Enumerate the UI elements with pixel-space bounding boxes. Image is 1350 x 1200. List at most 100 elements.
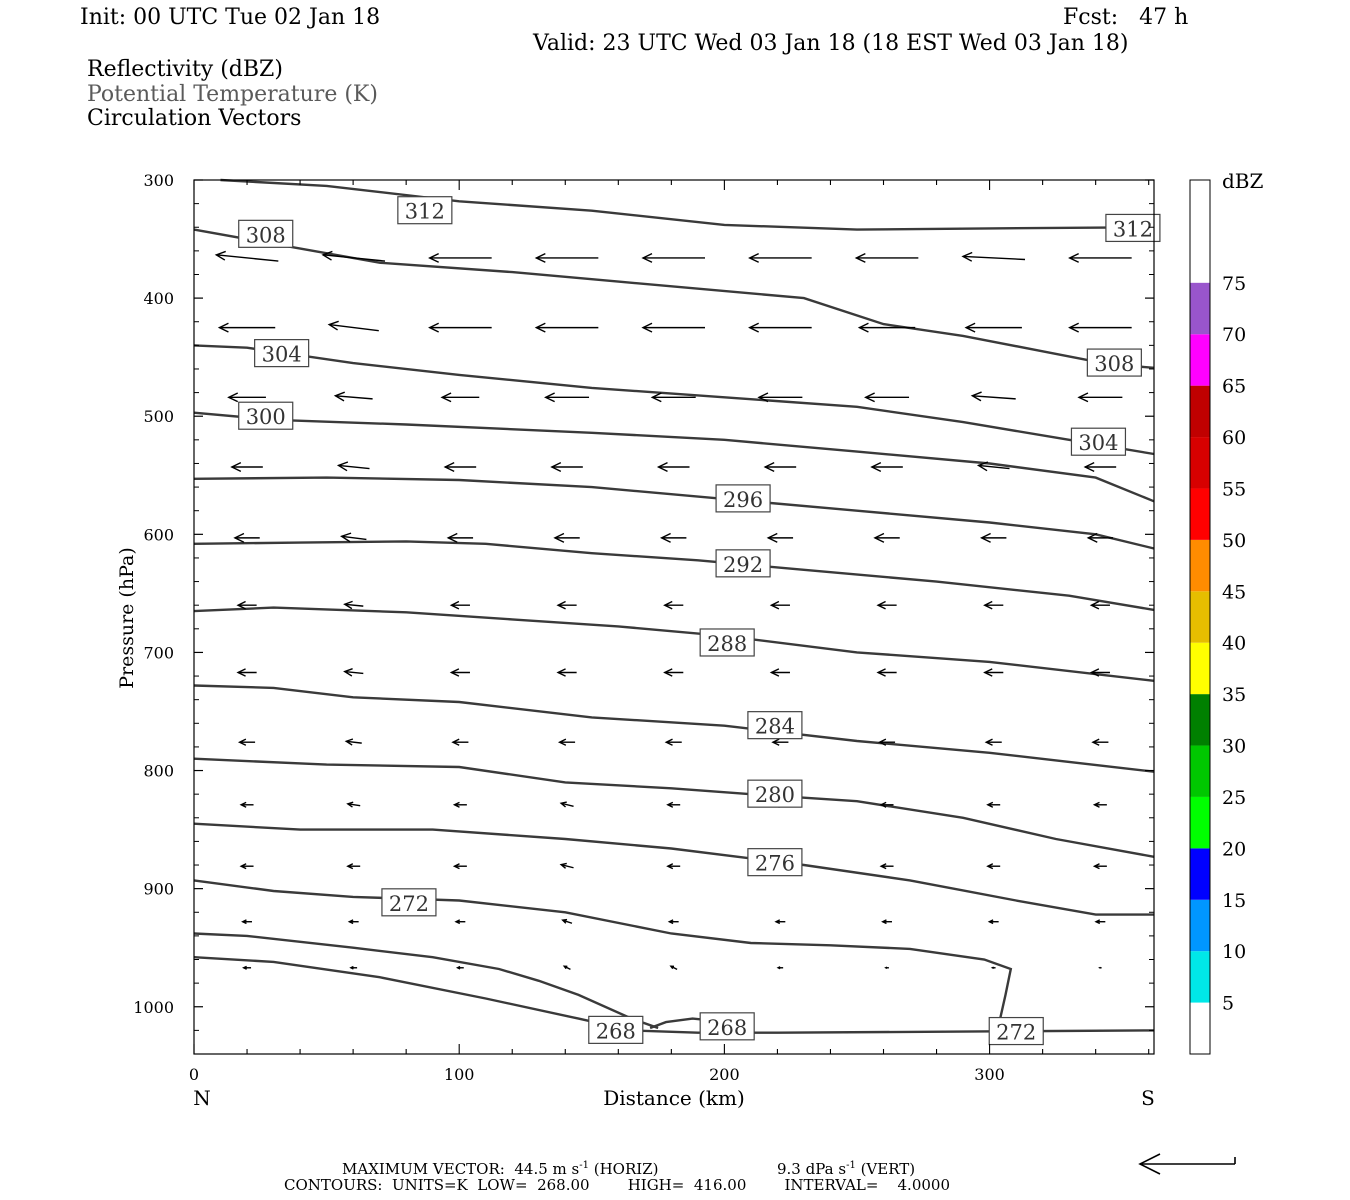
circulation-vector [561,918,573,924]
y-tick-label: 400 [143,289,174,308]
colorbar-tick-label: 60 [1222,427,1246,449]
circulation-vector [562,965,571,970]
theta-contours [193,178,1155,1034]
circulation-vector [663,600,684,610]
circulation-vector [321,250,386,262]
circulation-vector [774,919,786,925]
theta-contour-272 [193,879,1013,1031]
circulation-vector [230,462,263,472]
max-vector-vert-suffix: (VERT) [855,1160,916,1178]
circulation-vector [550,462,583,472]
contour-label: 296 [715,484,771,513]
circulation-vector [451,738,469,746]
y-tick-label: 900 [143,880,174,899]
circulation-vector [884,966,889,970]
init-time: Init: 00 UTC Tue 02 Jan 18 [80,5,381,30]
field-reflectivity-label: Reflectivity (dBZ) [87,57,283,82]
svg-text:296: 296 [723,488,763,512]
svg-text:304: 304 [262,343,302,367]
circulation-vector [1077,392,1123,403]
circulation-vector [961,251,1026,262]
colorbar-swatch [1190,385,1210,438]
y-tick-label: 800 [143,762,174,781]
contour-label: 272 [381,888,437,917]
circulation-vector [346,863,361,870]
circulation-vector [1098,966,1102,969]
forecast-hour: Fcst: 47 h [1063,5,1189,30]
x-tick-label: 100 [444,1065,475,1084]
colorbar-swatch [1190,539,1210,592]
colorbar-swatch [1190,796,1210,849]
circulation-vector [449,668,470,677]
circulation-vector [864,392,910,403]
circulation-vector [347,919,359,925]
circulation-vector [870,462,903,472]
circulation-vector [443,462,477,472]
svg-text:304: 304 [1078,431,1118,455]
circulation-vector [748,322,812,333]
circulation-vector [1089,668,1110,677]
circulation-vector [534,322,599,333]
svg-text:308: 308 [1094,352,1134,376]
contour-label: 304 [1070,427,1127,456]
colorbar-swatch [1190,591,1210,643]
circulation-vector [236,668,257,677]
circulation-vector [664,738,682,746]
circulation-vector [987,919,999,925]
max-vector-note: MAXIMUM VECTOR: 44.5 m s-1 (HORIZ) [342,1158,658,1177]
y-axis-title: Pressure (hPa) [116,547,138,689]
circulation-vector [976,461,1010,472]
max-vector-vert-note: 9.3 dPa s-1 (VERT) [777,1158,915,1177]
colorbar-tick-label: 70 [1222,324,1246,346]
circulation-vector [1089,600,1110,610]
plot-frame [193,179,1155,1055]
colorbar-tick-label: 40 [1222,633,1246,655]
field-theta-label: Potential Temperature (K) [87,82,378,107]
circulation-vector [769,600,790,610]
circulation-vector [771,738,789,746]
circulation-vector [983,668,1004,677]
y-axis-ticks: 300 400 500 600 700 800 900 1000 [133,171,1154,1055]
circulation-vector [217,322,276,333]
colorbar-tick-labels: 5 10 15 20 25 30 35 40 45 50 55 60 65 70 75 [1222,273,1246,1015]
circulation-vector [327,320,379,332]
colorbar-tick-label: 10 [1222,941,1246,963]
circulation-vector [1068,252,1132,263]
circulation-vector [233,532,260,543]
circulation-vector [970,391,1016,402]
max-vector-horiz-text: MAXIMUM VECTOR: 44.5 m s [342,1160,580,1178]
circulation-vectors [214,250,1132,970]
reflectivity-colorbar [1189,179,1211,1055]
circulation-vector [757,392,803,403]
circulation-vector [349,965,358,970]
circulation-vector [440,392,480,403]
contour-label: 284 [747,711,803,740]
circulation-vector [428,322,492,333]
circulation-vector [964,322,1022,333]
y-tick-label: 600 [143,525,174,544]
circulation-vector [449,600,470,610]
circulation-vector [879,801,894,808]
circulation-vector [1086,532,1114,543]
circulation-vector [446,532,474,543]
circulation-vector [236,600,257,610]
circulation-vector [641,322,705,333]
x-tick-label: 0 [189,1065,199,1084]
colorbar-swatch [1190,282,1210,335]
circulation-vector [452,863,467,870]
svg-text:276: 276 [755,852,795,876]
circulation-vector [534,252,599,263]
circulation-vector [881,919,892,925]
contour-label: 292 [715,549,771,578]
circulation-vector [854,252,919,263]
colorbar-tick-label: 15 [1222,890,1246,912]
contour-info: CONTOURS: UNITS=K LOW= 268.00 HIGH= 416.… [284,1176,950,1194]
max-vector-vert-unit-sup: -1 [846,1160,856,1171]
contour-label: 308 [1086,348,1142,377]
theta-contour-284 [193,684,1155,773]
circulation-vector [986,801,1001,808]
colorbar-tick-label: 65 [1222,376,1246,398]
x-axis-right-label: S [1141,1086,1155,1110]
theta-contour-308 [193,228,1155,369]
